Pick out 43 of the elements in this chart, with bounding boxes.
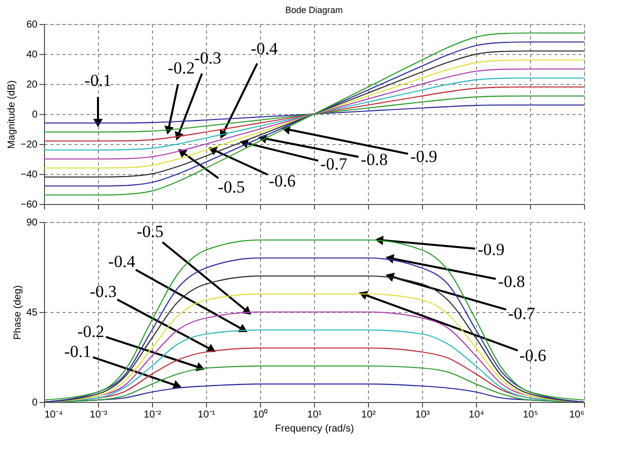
y-tick-label: 45 (26, 308, 38, 318)
annotation: -0.7 (508, 304, 536, 323)
y-axis-title: Magnitude (dB) (6, 80, 18, 149)
x-tick-label: 10² (361, 410, 376, 420)
annotation: -0.1 (84, 71, 112, 90)
x-axis-title: Frequency (rad/s) (275, 424, 354, 434)
annotation: -0.5 (218, 178, 245, 196)
y-tick-label: −60 (20, 200, 38, 210)
annotation: -0.5 (136, 222, 164, 241)
x-tick-label: 10¹ (307, 410, 322, 420)
annotation: -0.8 (360, 150, 388, 169)
x-tick-label: 10³ (415, 410, 430, 420)
annotation: -0.4 (108, 252, 136, 271)
x-tick-label: 10⁶ (569, 410, 584, 420)
annotation: -0.1 (64, 342, 92, 361)
x-tick-label: 10⁻³ (90, 410, 108, 420)
annotation: -0.2 (168, 58, 195, 78)
x-tick-label: 10⁴ (468, 410, 484, 420)
y-tick-label: 90 (26, 218, 38, 228)
annotation: -0.7 (320, 154, 348, 174)
y-tick-label: 20 (26, 80, 38, 90)
annotation: -0.8 (498, 272, 525, 291)
x-tick-label: 10⁰ (252, 408, 268, 420)
annotation: -0.9 (478, 240, 504, 259)
y-axis-title: Phase (deg) (12, 285, 24, 340)
y-tick-label: 60 (26, 20, 38, 30)
annotation: -0.3 (90, 282, 117, 301)
annotation: -0.4 (250, 39, 278, 58)
annotation: -0.3 (194, 48, 222, 68)
annotation: -0.6 (268, 171, 296, 190)
x-tick-label: 10⁵ (522, 410, 538, 420)
y-tick-label: 0 (32, 110, 38, 120)
chart-title: Bode Diagram (285, 5, 343, 15)
y-tick-label: −20 (20, 140, 38, 150)
x-tick-label: 10⁻⁴ (44, 410, 63, 420)
y-tick-label: 0 (32, 398, 38, 408)
annotation: -0.2 (77, 322, 104, 341)
annotation: -0.9 (410, 147, 438, 166)
y-tick-label: 40 (26, 50, 38, 60)
annotation: -0.6 (519, 346, 546, 365)
x-tick-label: 10⁻¹ (198, 410, 216, 420)
x-tick-label: 10⁻² (144, 410, 162, 420)
y-tick-label: −40 (20, 170, 38, 180)
